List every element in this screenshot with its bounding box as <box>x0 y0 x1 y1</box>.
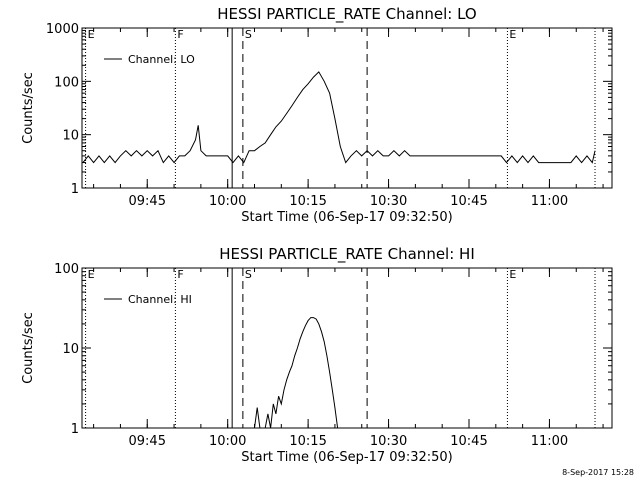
panel-hi: HESSI PARTICLE_RATE Channel: HI 1 10 100 Cou… <box>21 245 613 465</box>
y-tick-label: 1000 <box>46 22 79 37</box>
event-marker-label: E <box>88 28 95 41</box>
chart-title: HESSI PARTICLE_RATE Channel: HI <box>219 245 475 264</box>
y-tick-label: 1 <box>71 422 79 437</box>
y-tick-label: 100 <box>54 262 79 277</box>
event-marker-label: S <box>245 268 252 281</box>
x-tick-label: 11:00 <box>531 194 568 209</box>
plot-frame <box>81 27 613 189</box>
event-marker-label: S <box>245 28 252 41</box>
x-tick-label: 10:45 <box>450 194 487 209</box>
event-marker-label: F <box>177 28 183 41</box>
legend-label: Channel: HI <box>128 293 192 306</box>
chart-title: HESSI PARTICLE_RATE Channel: LO <box>217 5 476 24</box>
x-tick-label: 10:45 <box>450 434 487 449</box>
x-axis-label: Start Time (06-Sep-17 09:32:50) <box>241 210 452 225</box>
series-line <box>254 317 339 428</box>
x-tick-label: 10:00 <box>209 434 246 449</box>
legend-label: Channel: LO <box>128 53 195 66</box>
x-tick-label: 11:00 <box>531 434 568 449</box>
event-marker-label: F <box>177 268 183 281</box>
x-tick-label: 10:30 <box>370 194 407 209</box>
y-tick-label: 10 <box>62 342 79 357</box>
plot-frame <box>81 267 613 429</box>
event-marker-label: E <box>509 28 516 41</box>
x-tick-label: 10:00 <box>209 194 246 209</box>
panel-lo: HESSI PARTICLE_RATE Channel: LO 1 10 100 100… <box>21 5 613 225</box>
x-tick-label: 10:15 <box>289 194 326 209</box>
x-axis-label: Start Time (06-Sep-17 09:32:50) <box>241 450 452 465</box>
event-marker-label: E <box>88 268 95 281</box>
print-timestamp: 8-Sep-2017 15:28 <box>562 468 634 477</box>
y-tick-label: 10 <box>62 129 79 144</box>
series-line <box>82 71 596 164</box>
x-tick-label: 09:45 <box>129 194 166 209</box>
x-tick-label: 10:30 <box>370 434 407 449</box>
x-tick-label: 09:45 <box>129 434 166 449</box>
event-marker-label: E <box>509 268 516 281</box>
y-axis-label: Counts/sec <box>21 72 36 144</box>
y-axis-label: Counts/sec <box>21 312 36 384</box>
y-tick-label: 100 <box>54 75 79 90</box>
x-tick-label: 10:15 <box>289 434 326 449</box>
y-tick-label: 1 <box>71 182 79 197</box>
